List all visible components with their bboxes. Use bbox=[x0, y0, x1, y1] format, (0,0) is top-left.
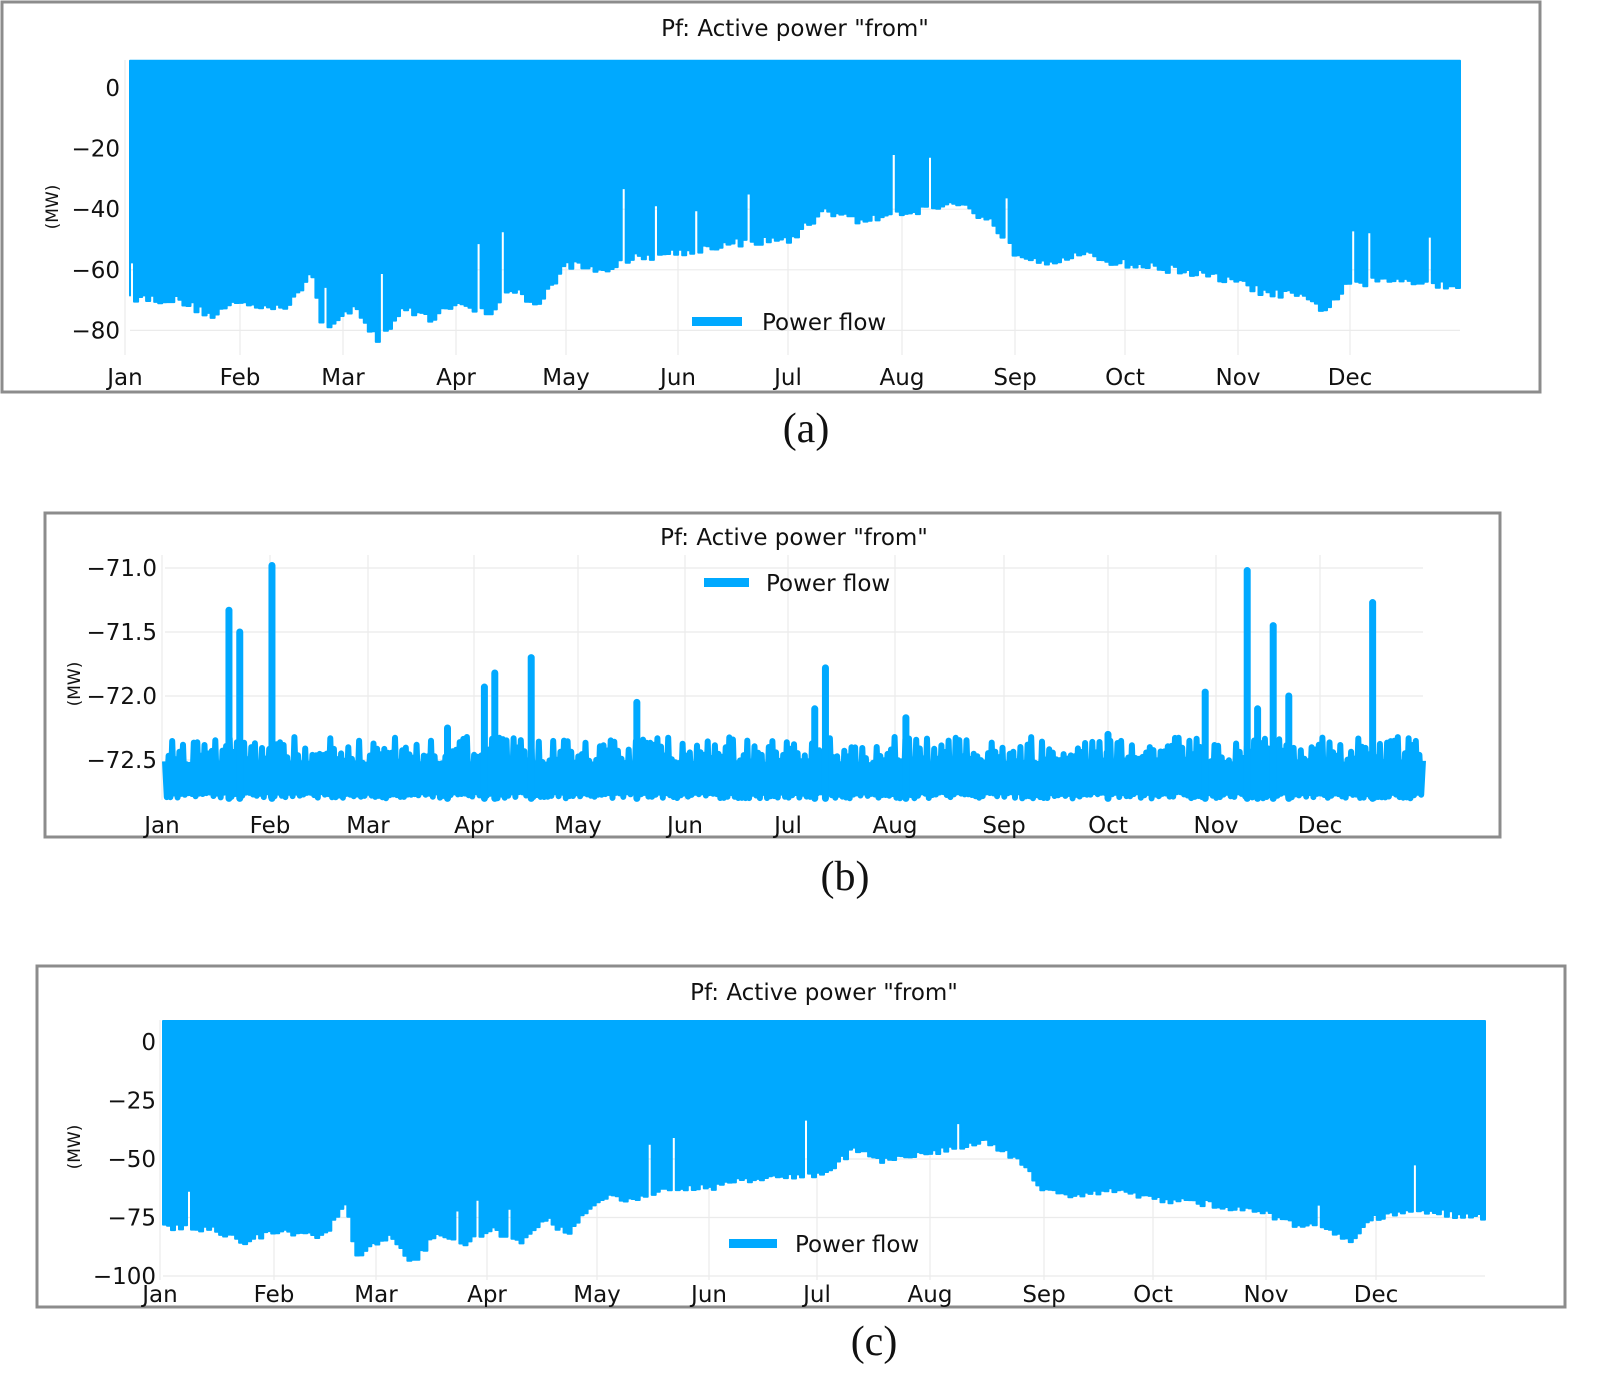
panel-c-legend: Power flow bbox=[729, 1232, 919, 1258]
power-flow-area bbox=[129, 59, 1461, 343]
x-tick-label-jan: Jan bbox=[105, 365, 142, 391]
x-tick-label-oct: Oct bbox=[1133, 1282, 1173, 1308]
x-tick-label-dec: Dec bbox=[1298, 813, 1343, 839]
panel-c-yticks: 0 −25 −50 −75 −100 bbox=[93, 1030, 156, 1290]
x-tick-label-jul: Jul bbox=[772, 365, 802, 391]
panel-c-xticks: Jan Feb Mar Apr May Jun Jul Aug Sep Oct Nov Dec bbox=[140, 1282, 1398, 1308]
panel-b-ylabel: (MW) bbox=[65, 662, 85, 707]
panel-c-title: Pf: Active power "from" bbox=[690, 980, 958, 1006]
panel-b-caption: (b) bbox=[821, 854, 870, 900]
x-tick-label-dec: Dec bbox=[1354, 1282, 1399, 1308]
y-tick-label: −71.0 bbox=[87, 556, 157, 582]
y-tick-label: −72.0 bbox=[87, 684, 157, 710]
y-tick-label: −20 bbox=[71, 137, 120, 163]
x-tick-label-aug: Aug bbox=[908, 1282, 953, 1308]
x-tick-label-nov: Nov bbox=[1216, 365, 1261, 391]
panel-b-plot bbox=[162, 561, 1426, 802]
panel-a-legend-label: Power flow bbox=[762, 310, 886, 336]
x-tick-label-feb: Feb bbox=[254, 1282, 295, 1308]
panel-a-plot bbox=[129, 59, 1461, 343]
panel-c-caption: (c) bbox=[851, 1319, 898, 1365]
panel-a-legend: Power flow bbox=[692, 310, 886, 336]
y-tick-label: −72.5 bbox=[87, 748, 157, 774]
panel-b-legend-label: Power flow bbox=[766, 571, 890, 597]
y-tick-label: −71.5 bbox=[87, 620, 157, 646]
panel-b-xticks: Jan Feb Mar Apr May Jun Jul Aug Sep Oct Nov Dec bbox=[142, 813, 1342, 839]
y-tick-label: −75 bbox=[107, 1206, 156, 1232]
x-tick-label-nov: Nov bbox=[1244, 1282, 1289, 1308]
x-tick-label-apr: Apr bbox=[436, 365, 476, 391]
x-tick-label-nov: Nov bbox=[1194, 813, 1239, 839]
panel-c: Pf: Active power "from" (MW) 0 −25 −50 −75 −… bbox=[35, 964, 1567, 1365]
x-tick-label-sep: Sep bbox=[1022, 1282, 1065, 1308]
power-flow-line bbox=[162, 734, 1426, 802]
x-tick-label-apr: Apr bbox=[467, 1282, 507, 1308]
x-tick-label-jan: Jan bbox=[140, 1282, 177, 1308]
x-tick-label-mar: Mar bbox=[354, 1282, 398, 1308]
x-tick-label-oct: Oct bbox=[1105, 365, 1145, 391]
panel-a: Pf: Active power "from" (MW) 0 −20 −40 −60 −… bbox=[0, 0, 1542, 452]
panel-a-caption: (a) bbox=[783, 406, 830, 452]
panel-a-title: Pf: Active power "from" bbox=[661, 16, 929, 42]
y-tick-label: −80 bbox=[71, 318, 120, 344]
panel-a-xticks: Jan Feb Mar Apr May Jun Jul Aug Sep Oct Nov Dec bbox=[105, 365, 1372, 391]
panel-c-ylabel: (MW) bbox=[65, 1125, 85, 1170]
x-tick-label-feb: Feb bbox=[250, 813, 291, 839]
x-tick-label-sep: Sep bbox=[993, 365, 1036, 391]
x-tick-label-sep: Sep bbox=[982, 813, 1025, 839]
y-tick-label: 0 bbox=[141, 1030, 156, 1056]
panel-a-yticks: 0 −20 −40 −60 −80 bbox=[71, 76, 120, 344]
panel-b-frame bbox=[43, 511, 1502, 839]
x-tick-label-feb: Feb bbox=[220, 365, 261, 391]
x-tick-label-may: May bbox=[542, 365, 590, 391]
y-tick-label: −100 bbox=[93, 1264, 156, 1290]
x-tick-label-mar: Mar bbox=[346, 813, 390, 839]
panel-c-legend-label: Power flow bbox=[795, 1232, 919, 1258]
panel-a-frame bbox=[0, 0, 1542, 394]
panel-a-legend-swatch bbox=[692, 317, 742, 326]
x-tick-label-may: May bbox=[554, 813, 602, 839]
x-tick-label-oct: Oct bbox=[1088, 813, 1128, 839]
x-tick-label-may: May bbox=[573, 1282, 621, 1308]
panel-b-legend-swatch bbox=[704, 578, 749, 587]
panel-b-yticks: −71.0 −71.5 −72.0 −72.5 bbox=[87, 556, 157, 774]
y-tick-label: −60 bbox=[71, 258, 120, 284]
panel-c-plot bbox=[162, 1019, 1486, 1262]
y-tick-label: 0 bbox=[105, 76, 120, 102]
panel-b: Pf: Active power "from" (MW) −71.0−71.5−… bbox=[43, 511, 1502, 900]
x-tick-label-jun: Jun bbox=[689, 1282, 727, 1308]
panel-b-legend: Power flow bbox=[704, 571, 890, 597]
x-tick-label-jul: Jul bbox=[772, 813, 802, 839]
panel-b-title: Pf: Active power "from" bbox=[660, 525, 928, 551]
y-tick-label: −40 bbox=[71, 197, 120, 223]
power-flow-area bbox=[162, 1019, 1486, 1262]
y-tick-label: −50 bbox=[107, 1147, 156, 1173]
x-tick-label-jul: Jul bbox=[801, 1282, 831, 1308]
y-tick-label: −25 bbox=[107, 1089, 156, 1115]
x-tick-label-dec: Dec bbox=[1328, 365, 1373, 391]
x-tick-label-apr: Apr bbox=[454, 813, 494, 839]
panel-c-legend-swatch bbox=[729, 1239, 777, 1248]
x-tick-label-jun: Jun bbox=[665, 813, 703, 839]
x-tick-label-aug: Aug bbox=[873, 813, 918, 839]
x-tick-label-jan: Jan bbox=[142, 813, 179, 839]
x-tick-label-jun: Jun bbox=[658, 365, 696, 391]
panel-a-ylabel: (MW) bbox=[43, 185, 63, 230]
panel-c-frame bbox=[35, 964, 1567, 1309]
x-tick-label-mar: Mar bbox=[321, 365, 365, 391]
x-tick-label-aug: Aug bbox=[880, 365, 925, 391]
